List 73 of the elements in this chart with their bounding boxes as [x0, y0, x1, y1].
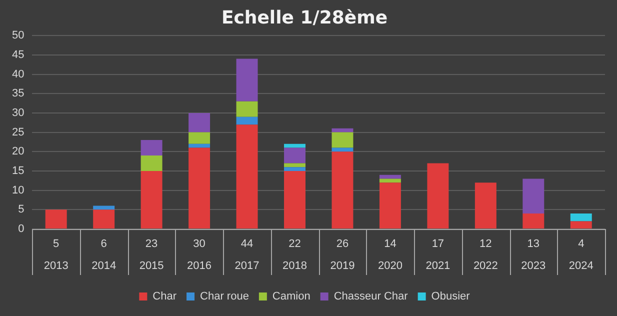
y-tick-label: 40: [12, 68, 24, 80]
total-label: 14: [384, 238, 396, 250]
total-label: 12: [480, 238, 492, 250]
y-tick-label: 35: [12, 88, 24, 100]
bar: [332, 152, 354, 228]
x-tick-label: 2015: [139, 260, 164, 272]
y-tick-label: 30: [12, 106, 24, 119]
bar: [188, 132, 210, 144]
bar: [93, 206, 115, 210]
chart-title: Echelle 1/28ème: [221, 7, 388, 28]
x-tick-label: 2014: [92, 260, 116, 272]
x-tick-label: 2017: [234, 260, 260, 272]
total-label: 30: [193, 238, 206, 250]
y-tick-label: 15: [12, 165, 24, 178]
total-label: 17: [432, 238, 444, 250]
bar: [45, 210, 67, 228]
bar: [140, 156, 162, 171]
bar: [522, 178, 544, 214]
x-tick-label: 2019: [330, 260, 355, 272]
total-label: 22: [288, 238, 301, 250]
x-tick-label: 2013: [44, 260, 68, 272]
bar: [284, 170, 306, 228]
x-tick-label: 2018: [282, 260, 307, 272]
y-tick-label: 20: [12, 146, 24, 158]
bar: [236, 116, 258, 125]
total-label: 26: [336, 238, 349, 250]
x-tick-label: 2022: [473, 260, 498, 272]
bar: [236, 124, 258, 228]
y-tick-label: 0: [18, 223, 24, 236]
bar: [474, 182, 496, 228]
bar: [140, 170, 162, 228]
total-label: 5: [53, 238, 60, 250]
bar: [284, 167, 306, 171]
x-tick-label: 2020: [378, 260, 402, 272]
x-tick-label: 2021: [426, 260, 450, 272]
legend-label: Obusier: [431, 290, 470, 303]
bar: [188, 144, 210, 148]
bar: [236, 58, 258, 102]
legend-label: Camion: [272, 290, 310, 303]
y-tick-label: 45: [12, 48, 24, 61]
bar: [379, 182, 401, 228]
legend-label: Char roue: [200, 290, 249, 303]
bar: [379, 174, 401, 179]
bar: [188, 148, 210, 228]
bar: [570, 214, 592, 222]
total-label: 13: [527, 238, 540, 250]
bar: [379, 178, 401, 183]
bar: [332, 128, 354, 132]
bar: [140, 140, 162, 156]
bar: [93, 210, 115, 228]
bar: [332, 148, 354, 152]
bar: [427, 163, 449, 228]
x-tick-label: 2023: [521, 260, 546, 272]
y-tick-label: 5: [18, 204, 24, 216]
total-label: 6: [100, 238, 107, 250]
y-tick-label: 50: [12, 30, 24, 42]
bar: [570, 221, 592, 228]
x-tick-label: 2024: [568, 260, 594, 272]
bar: [332, 132, 354, 148]
bar: [284, 144, 306, 148]
bar: [188, 112, 210, 132]
bar: [284, 148, 306, 164]
x-tick-label: 2016: [187, 260, 212, 272]
total-label: 44: [240, 238, 254, 250]
bar: [522, 214, 544, 228]
total-label: 23: [145, 238, 158, 250]
bar: [284, 163, 306, 168]
legend-label: Char: [152, 290, 177, 303]
y-tick-label: 25: [12, 126, 24, 138]
total-label: 4: [578, 238, 584, 250]
bar: [236, 101, 258, 117]
y-tick-label: 10: [12, 184, 24, 196]
legend-label: Chasseur Char: [334, 290, 408, 303]
